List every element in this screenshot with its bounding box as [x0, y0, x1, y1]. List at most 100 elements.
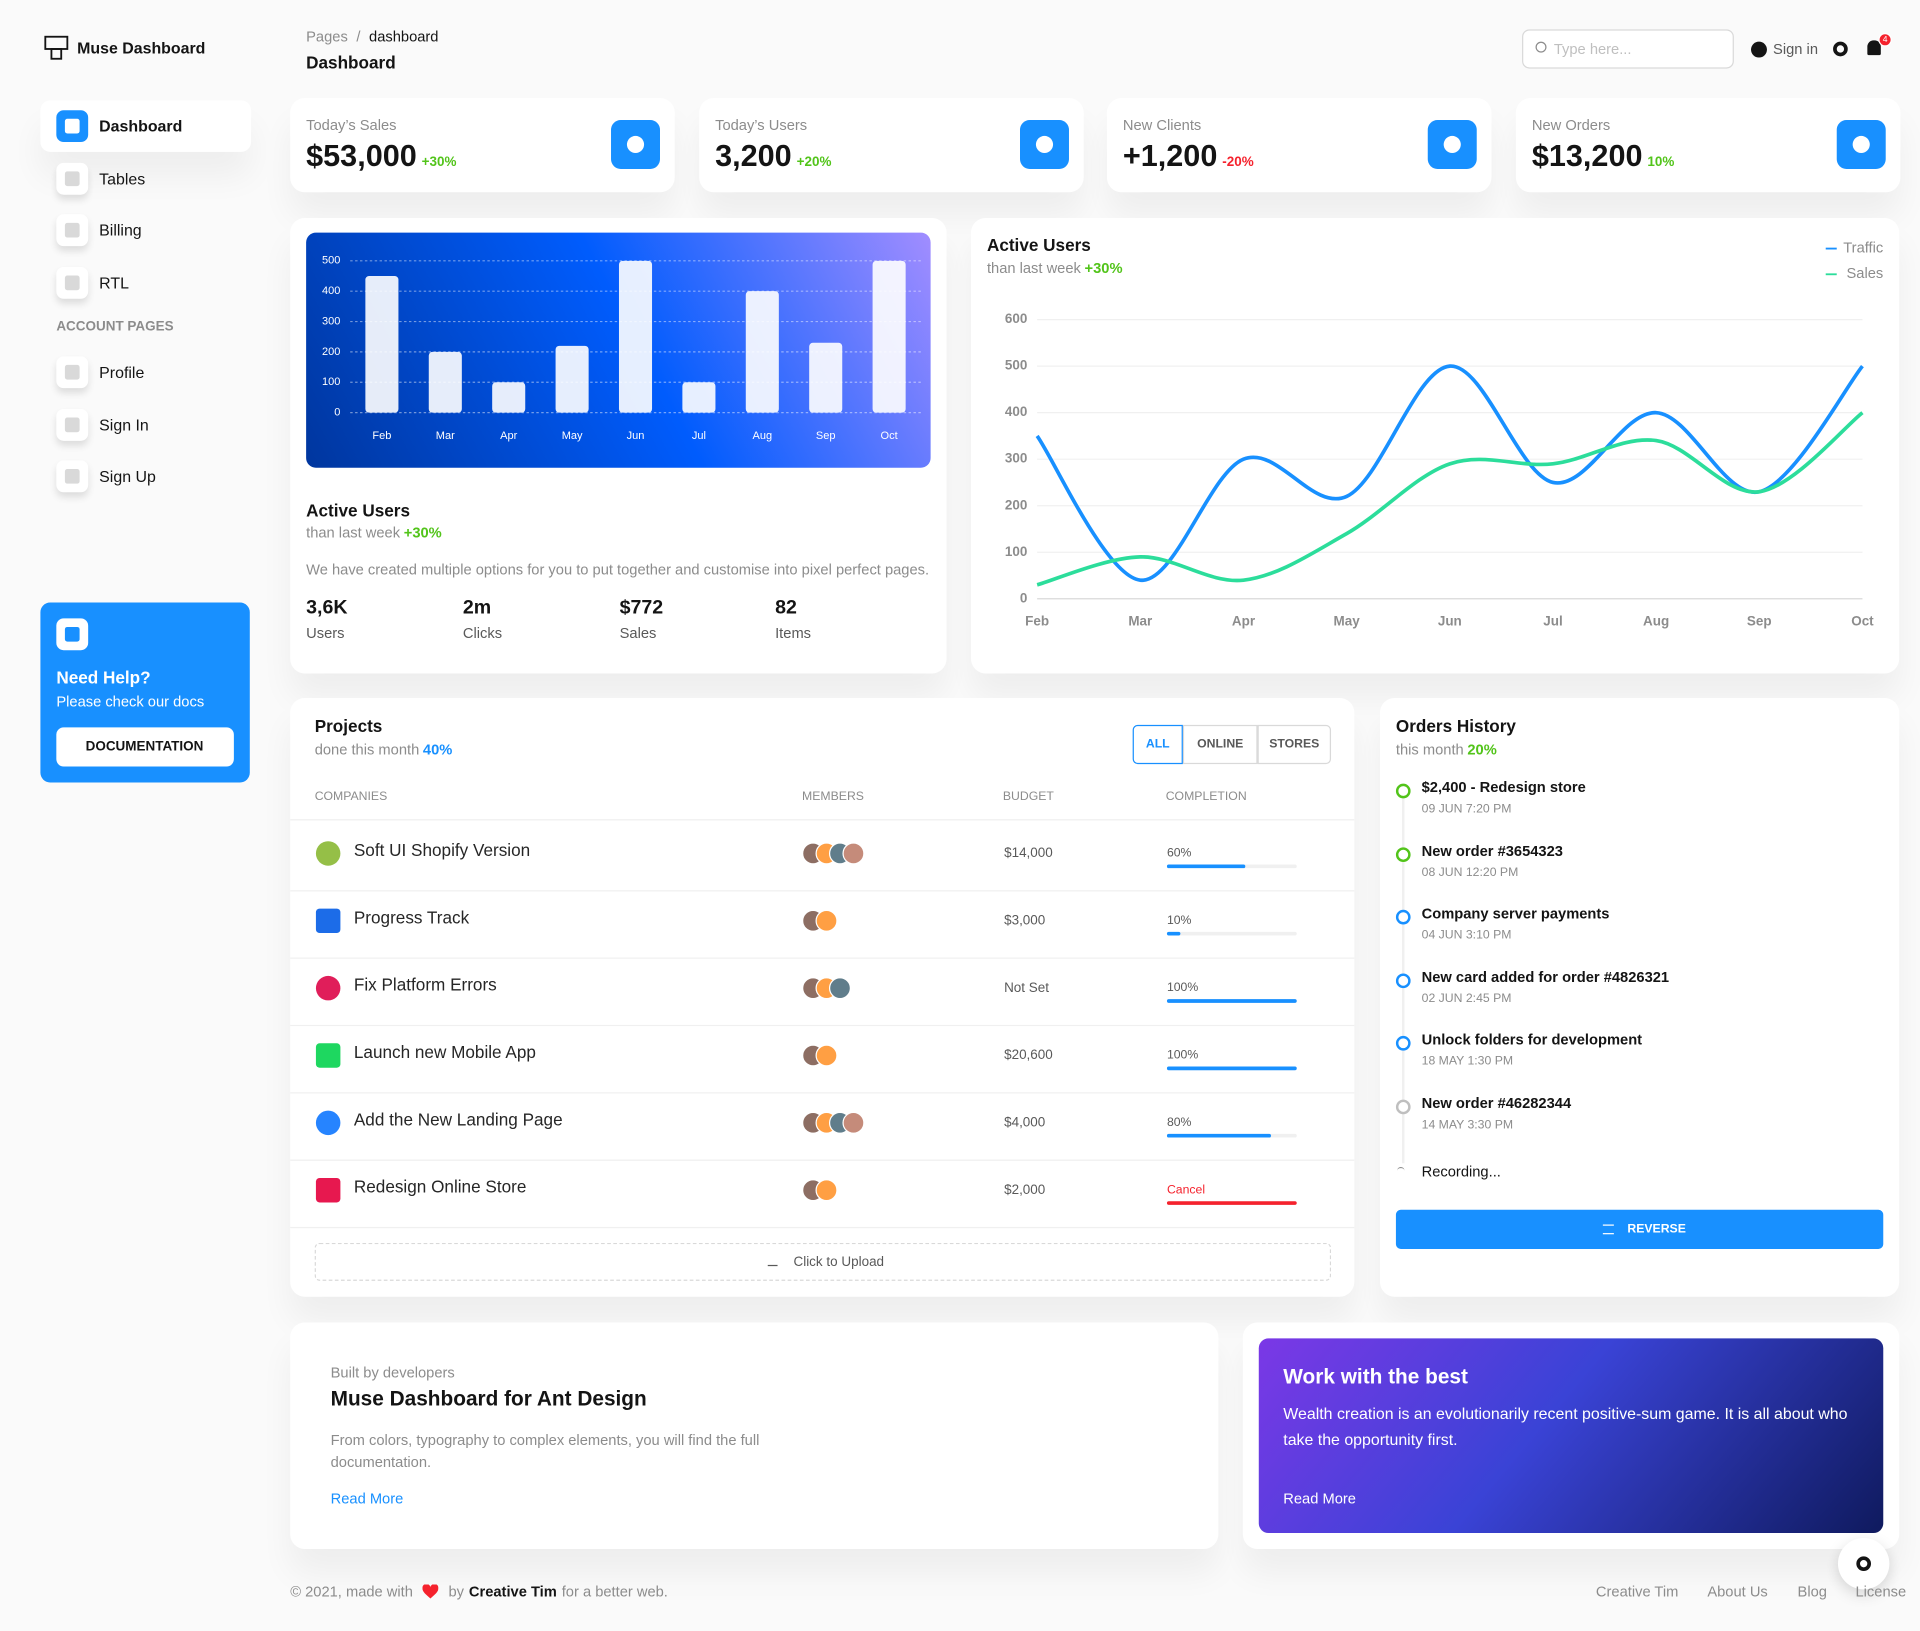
tab[interactable]: [1257, 724, 1332, 765]
progress-bar: [1166, 999, 1297, 1003]
y-tick-label: 200: [1005, 497, 1027, 512]
stat-value-row: 3,200 +20%: [715, 139, 831, 175]
footer-link[interactable]: Creative Tim: [1595, 1583, 1679, 1601]
tab[interactable]: [1182, 724, 1258, 765]
breadcrumb-item: Pages: [306, 28, 348, 46]
stat-change: +20%: [796, 154, 832, 170]
search-placeholder[interactable]: Type here...: [1553, 40, 1632, 58]
x-tick-label: Sep: [1747, 614, 1772, 629]
nav-label[interactable]: Profile: [99, 363, 145, 382]
x-tick-label: Feb: [1025, 614, 1049, 629]
footer-author: Creative Tim: [468, 1583, 557, 1601]
x-tick-label: Oct: [1851, 614, 1874, 629]
line-chart: 0 100 200 300 400 500 600 Feb Mar Apr May Jun Jul Aug…: [1005, 240, 1884, 629]
order-title: $2,400 - Redesign store: [1421, 778, 1586, 796]
x-tick-label: Mar: [436, 430, 455, 442]
footer-link[interactable]: About Us: [1707, 1583, 1768, 1601]
promo-dark-link[interactable]: Read More: [1283, 1490, 1356, 1507]
subtitle-text: than last week: [306, 524, 401, 542]
timeline-dot: [1395, 972, 1411, 988]
bell-icon[interactable]: [1867, 40, 1881, 56]
members: [802, 842, 875, 865]
search-box[interactable]: [1522, 29, 1734, 69]
legend-label: Traffic: [1843, 240, 1883, 256]
orders-card: [1380, 697, 1900, 1297]
row-rule: [290, 1092, 1355, 1094]
subtitle-change: +30%: [403, 524, 442, 542]
page-title: Dashboard: [306, 52, 396, 73]
stat-change: +30%: [421, 154, 457, 170]
tab-label[interactable]: ALL: [1145, 737, 1170, 752]
company-logo: [315, 1177, 341, 1203]
stat-glyph: [1852, 135, 1870, 154]
promo-card: [290, 1322, 1219, 1549]
budget: $14,000: [1004, 846, 1053, 861]
avatar: [828, 977, 852, 1000]
row-rule: [290, 1226, 1355, 1229]
card-description: We have created multiple options for you…: [306, 560, 930, 578]
y-tick-label: 0: [1020, 590, 1027, 605]
badge: [1878, 33, 1892, 47]
heart-icon: [422, 1584, 439, 1599]
sign-in[interactable]: Sign in: [1773, 40, 1819, 58]
order-time: 18 MAY 1:30 PM: [1421, 1054, 1514, 1069]
tab-label[interactable]: ONLINE: [1197, 737, 1244, 752]
nav-glyph: [64, 118, 80, 134]
order-time: 08 JUN 12:20 PM: [1421, 865, 1519, 880]
logo-shape: [44, 35, 69, 50]
stat-change: 10%: [1647, 154, 1675, 170]
pending: Recording...: [1421, 1163, 1501, 1181]
nav-label[interactable]: Tables: [99, 168, 146, 188]
tab-label[interactable]: STORES: [1269, 737, 1320, 752]
reverse-button[interactable]: [1395, 1209, 1884, 1249]
bar: [555, 345, 589, 413]
upload-box[interactable]: [314, 1242, 1332, 1281]
avatar: [842, 1111, 865, 1134]
upload-icon: [767, 1255, 778, 1267]
settings-icon[interactable]: [1833, 41, 1848, 57]
nav-label[interactable]: Dashboard: [99, 116, 183, 136]
legend-label: Sales: [1847, 266, 1884, 282]
completion-label: Cancel: [1166, 1183, 1206, 1197]
x-tick-label: Aug: [753, 430, 773, 442]
order-time: 04 JUN 3:10 PM: [1421, 928, 1512, 943]
nav-label[interactable]: RTL: [99, 273, 129, 292]
stat-value-row: $53,000 +30%: [306, 139, 456, 175]
summary-label: Sales: [619, 624, 657, 642]
reverse-label[interactable]: REVERSE: [1627, 1222, 1686, 1237]
summary-label: Users: [306, 624, 345, 642]
logo-shape: [50, 48, 63, 60]
members: [802, 1044, 875, 1067]
help-button[interactable]: DOCUMENTATION: [85, 739, 204, 755]
column-header: BUDGET: [1002, 790, 1054, 804]
x-tick-label: Oct: [881, 430, 898, 442]
nav-section: ACCOUNT PAGES: [56, 319, 174, 335]
timeline-dot: [1395, 1035, 1411, 1051]
upload-label[interactable]: Click to Upload: [793, 1255, 885, 1270]
stat-card: [1515, 97, 1901, 193]
subtitle-text: done this month: [314, 740, 420, 758]
nav-label[interactable]: Sign In: [99, 415, 149, 434]
help-button-bg[interactable]: [56, 727, 234, 767]
promo-title: Muse Dashboard for Ant Design: [330, 1387, 647, 1411]
order-title: New order #46282344: [1421, 1094, 1572, 1112]
progress-bar: [1166, 1201, 1297, 1205]
order-time: 09 JUN 7:20 PM: [1421, 802, 1512, 817]
nav-label[interactable]: Sign Up: [99, 467, 156, 486]
footer-by: by: [448, 1583, 464, 1601]
brand: Muse Dashboard: [77, 38, 206, 57]
row-rule: [290, 1159, 1355, 1161]
promo-link[interactable]: Read More: [331, 1490, 404, 1507]
breadcrumb-separator: /: [356, 28, 361, 46]
footer-link[interactable]: Blog: [1797, 1583, 1827, 1601]
y-tick-label: 200: [322, 346, 340, 358]
footer-link[interactable]: License: [1855, 1583, 1907, 1601]
nav-label[interactable]: Billing: [99, 221, 142, 240]
tab[interactable]: [1132, 724, 1183, 765]
card-subtitle: than last week +30%: [987, 260, 1123, 277]
progress-track: [1166, 931, 1297, 936]
stat-label: New Clients: [1122, 116, 1202, 134]
completion-label: 100%: [1166, 981, 1199, 995]
members: [802, 1111, 875, 1134]
y-tick-label: 400: [1005, 404, 1027, 419]
